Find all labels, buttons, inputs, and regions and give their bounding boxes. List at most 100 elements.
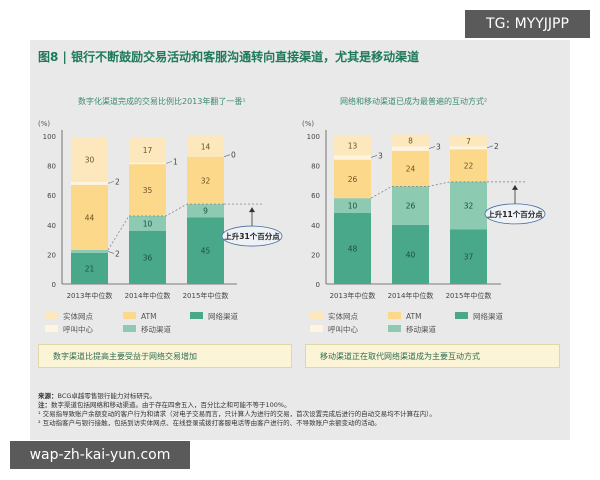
bar-segment-网络渠道 — [71, 252, 108, 284]
bar-segment-网络渠道 — [334, 212, 371, 284]
leader-line — [165, 161, 173, 164]
bar-segment-ATM — [334, 159, 371, 199]
bar-segment-实体网点 — [129, 137, 166, 163]
legend-swatch-网络渠道 — [455, 312, 468, 319]
legend-swatch-实体网点 — [310, 312, 323, 319]
y-tick-label: 80 — [311, 163, 320, 171]
left-chart-title: 数字化渠道完成的交易比例比2013年翻了一番¹ — [78, 97, 246, 106]
y-tick-label: 100 — [43, 133, 56, 141]
legend-swatch-呼叫中心 — [310, 325, 323, 332]
bar-segment-实体网点 — [187, 136, 224, 157]
footnote-1: ¹ 交易指导致账户余额变动的客户行为和请求（对电子交易而言，只计算人为进行的交易… — [38, 410, 436, 418]
bar-segment-实体网点 — [392, 134, 429, 147]
right-caption: 移动渠道正在取代网络渠道成为主要互动方式 — [305, 344, 560, 368]
bar-segment-移动渠道 — [129, 215, 166, 231]
legend-label: ATM — [406, 312, 422, 321]
data-label: 9 — [203, 207, 208, 216]
bar-segment-实体网点 — [450, 136, 487, 147]
data-label: 22 — [464, 162, 474, 171]
data-label: 21 — [85, 264, 95, 273]
right-chart-title: 网络和移动渠道已成为最普遍的互动方式² — [340, 97, 488, 106]
legend-swatch-移动渠道 — [388, 325, 401, 332]
bar-segment-网络渠道 — [450, 229, 487, 284]
y-tick-label: 0 — [52, 281, 56, 289]
data-label: 17 — [143, 146, 153, 155]
annotation-text: 上升31个百分点 — [224, 231, 280, 241]
data-label: 0 — [231, 151, 236, 160]
watermark-top: TG: MYYJJPP — [465, 10, 590, 38]
data-label: 1 — [173, 157, 178, 166]
bar-segment-ATM — [450, 149, 487, 182]
left-caption: 数字渠道比提高主要受益于网络交易增加 — [38, 344, 292, 368]
data-label: 2 — [494, 142, 499, 151]
bar-segment-移动渠道 — [71, 249, 108, 253]
y-tick-label: 20 — [47, 251, 56, 259]
data-label: 10 — [348, 202, 358, 211]
leader-line — [223, 154, 231, 158]
source: BCG卓越零售银行能力对标研究。 — [57, 392, 156, 400]
data-label: 48 — [348, 244, 358, 253]
bar-segment-实体网点 — [334, 136, 371, 156]
y-tick-label: 100 — [307, 133, 320, 141]
data-label: 24 — [406, 165, 416, 174]
data-label: 10 — [143, 219, 153, 228]
bar-segment-呼叫中心 — [71, 181, 108, 185]
y-tick-label: 0 — [316, 281, 320, 289]
notes: 来源：BCG卓越零售银行能力对标研究。 注：数字渠道包括网络和移动渠道。由于存在… — [38, 392, 436, 428]
legend-label: 网络渠道 — [473, 311, 503, 321]
trend-dashed-line — [107, 203, 224, 251]
legend-label: ATM — [141, 312, 157, 321]
legend-swatch-网络渠道 — [190, 312, 203, 319]
data-label: 14 — [201, 142, 211, 151]
figure-title: 图8 | 银行不断鼓励交易活动和客服沟通转向直接渠道，尤其是移动渠道 — [38, 50, 420, 64]
bar-segment-实体网点 — [71, 137, 108, 182]
x-tick-label: 2015年中位数 — [183, 291, 229, 300]
bar-segment-网络渠道 — [392, 224, 429, 284]
data-label: 3 — [436, 143, 441, 152]
data-label: 26 — [406, 202, 416, 211]
y-tick-label: 80 — [47, 163, 56, 171]
data-label: 37 — [464, 253, 474, 262]
bar-segment-呼叫中心 — [450, 146, 487, 150]
data-label: 35 — [143, 186, 153, 195]
y-tick-label: 60 — [311, 192, 320, 200]
bar-segment-移动渠道 — [392, 186, 429, 225]
bar-segment-ATM — [392, 150, 429, 187]
data-label: 2 — [115, 177, 120, 186]
legend-label: 移动渠道 — [141, 324, 171, 334]
data-label: 3 — [378, 151, 383, 160]
data-label: 2 — [115, 249, 120, 258]
legend-label: 实体网点 — [328, 311, 358, 321]
legend-swatch-实体网点 — [45, 312, 58, 319]
bar-segment-移动渠道 — [187, 204, 224, 218]
legend-label: 实体网点 — [63, 311, 93, 321]
data-label: 32 — [464, 202, 474, 211]
data-label: 36 — [143, 253, 153, 262]
note-label: 注： — [38, 401, 51, 409]
y-axis-unit: (%) — [38, 120, 50, 128]
bar-segment-呼叫中心 — [129, 162, 166, 165]
leader-line — [107, 181, 115, 184]
legend-swatch-ATM — [123, 312, 136, 319]
arrow-head-icon — [249, 207, 255, 213]
bar-segment-呼叫中心 — [334, 155, 371, 160]
x-tick-label: 2015年中位数 — [446, 291, 492, 300]
legend-swatch-ATM — [388, 312, 401, 319]
data-label: 32 — [201, 176, 211, 185]
leader-line — [370, 155, 378, 158]
leader-line — [486, 145, 494, 149]
bar-segment-ATM — [129, 164, 166, 216]
leader-line — [428, 146, 436, 149]
y-tick-label: 20 — [311, 251, 320, 259]
data-label: 26 — [348, 175, 358, 184]
x-tick-label: 2014年中位数 — [388, 291, 434, 300]
legend-label: 移动渠道 — [406, 324, 436, 334]
data-label: 44 — [85, 213, 95, 222]
bar-segment-ATM — [71, 184, 108, 250]
leader-line — [107, 251, 115, 254]
watermark-bottom: wap-zh-kai-yun.com — [10, 441, 190, 469]
legend-swatch-呼叫中心 — [45, 325, 58, 332]
data-label: 7 — [466, 137, 471, 146]
data-label: 8 — [408, 136, 413, 145]
